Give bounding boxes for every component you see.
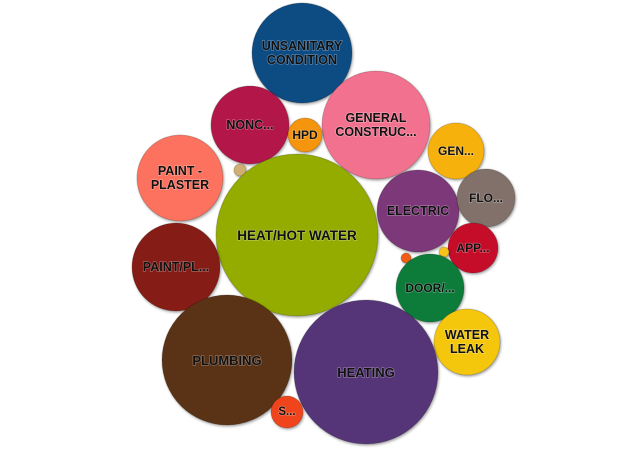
bubble-circle[interactable] [447, 222, 499, 274]
bubble-circle[interactable] [287, 117, 323, 153]
bubble-label: GENERAL CONSTRUC... [335, 111, 416, 139]
bubble-nonc-2[interactable]: NONC... [210, 85, 290, 165]
bubble-heat-hot-water-7[interactable]: HEAT/HOT WATER [215, 153, 379, 317]
bubble-paint-pl-13[interactable]: PAINT/PL... [131, 222, 221, 312]
bubble-label: GEN... [438, 144, 474, 158]
bubble-circle[interactable] [131, 222, 221, 312]
bubble-label: DOOR/... [405, 281, 454, 295]
bubble-unsanitary-condition-0[interactable]: UNSANITARY CONDITION [251, 2, 353, 104]
bubble-label: APP... [456, 241, 489, 255]
bubble-label: PLUMBING [192, 353, 261, 368]
bubble-water-leak-15[interactable]: WATER LEAK [433, 308, 501, 376]
bubble-label: S... [278, 406, 295, 418]
bubble-unlabeled-12[interactable] [400, 252, 412, 264]
bubble-general-construc-1[interactable]: GENERAL CONSTRUC... [321, 70, 431, 180]
bubble-gen-4[interactable]: GEN... [427, 122, 485, 180]
bubble-label: PAINT -PLASTER [151, 164, 209, 192]
bubble-paint-plaster-5[interactable]: PAINT -PLASTER [136, 134, 224, 222]
bubble-circle[interactable] [293, 299, 439, 445]
bubble-plumbing-16[interactable]: PLUMBING [161, 294, 293, 426]
bubble-circle[interactable] [251, 2, 353, 104]
bubble-circle[interactable] [376, 169, 460, 253]
bubble-label: ELECTRIC [387, 204, 450, 218]
bubble-label: NONC... [226, 118, 273, 132]
bubble-circle[interactable] [395, 253, 465, 323]
bubble-circle[interactable] [433, 308, 501, 376]
bubble-label: WATER LEAK [445, 328, 489, 356]
bubble-circle[interactable] [233, 163, 247, 177]
bubble-heating-17[interactable]: HEATING [293, 299, 439, 445]
bubble-door-14[interactable]: DOOR/... [395, 253, 465, 323]
bubble-electric-8[interactable]: ELECTRIC [376, 169, 460, 253]
bubble-circle[interactable] [136, 134, 224, 222]
bubble-label: UNSANITARY CONDITION [262, 39, 343, 67]
bubble-label: PAINT/PL... [143, 260, 209, 274]
bubble-circle[interactable] [400, 252, 412, 264]
bubble-app-10[interactable]: APP... [447, 222, 499, 274]
bubble-label: HEATING [337, 365, 395, 380]
bubble-s-18[interactable]: S... [270, 395, 304, 429]
bubble-label: HPD [292, 128, 318, 142]
bubble-hpd-3[interactable]: HPD [287, 117, 323, 153]
bubble-label: FLO... [469, 191, 503, 205]
bubble-circle[interactable] [210, 85, 290, 165]
bubble-flo-9[interactable]: FLO... [456, 168, 516, 228]
bubble-label: HEAT/HOT WATER [237, 228, 357, 243]
bubble-circle[interactable] [270, 395, 304, 429]
bubble-circle[interactable] [161, 294, 293, 426]
bubble-circle[interactable] [215, 153, 379, 317]
bubble-circle[interactable] [427, 122, 485, 180]
bubble-unlabeled-6[interactable] [233, 163, 247, 177]
bubble-circle[interactable] [321, 70, 431, 180]
